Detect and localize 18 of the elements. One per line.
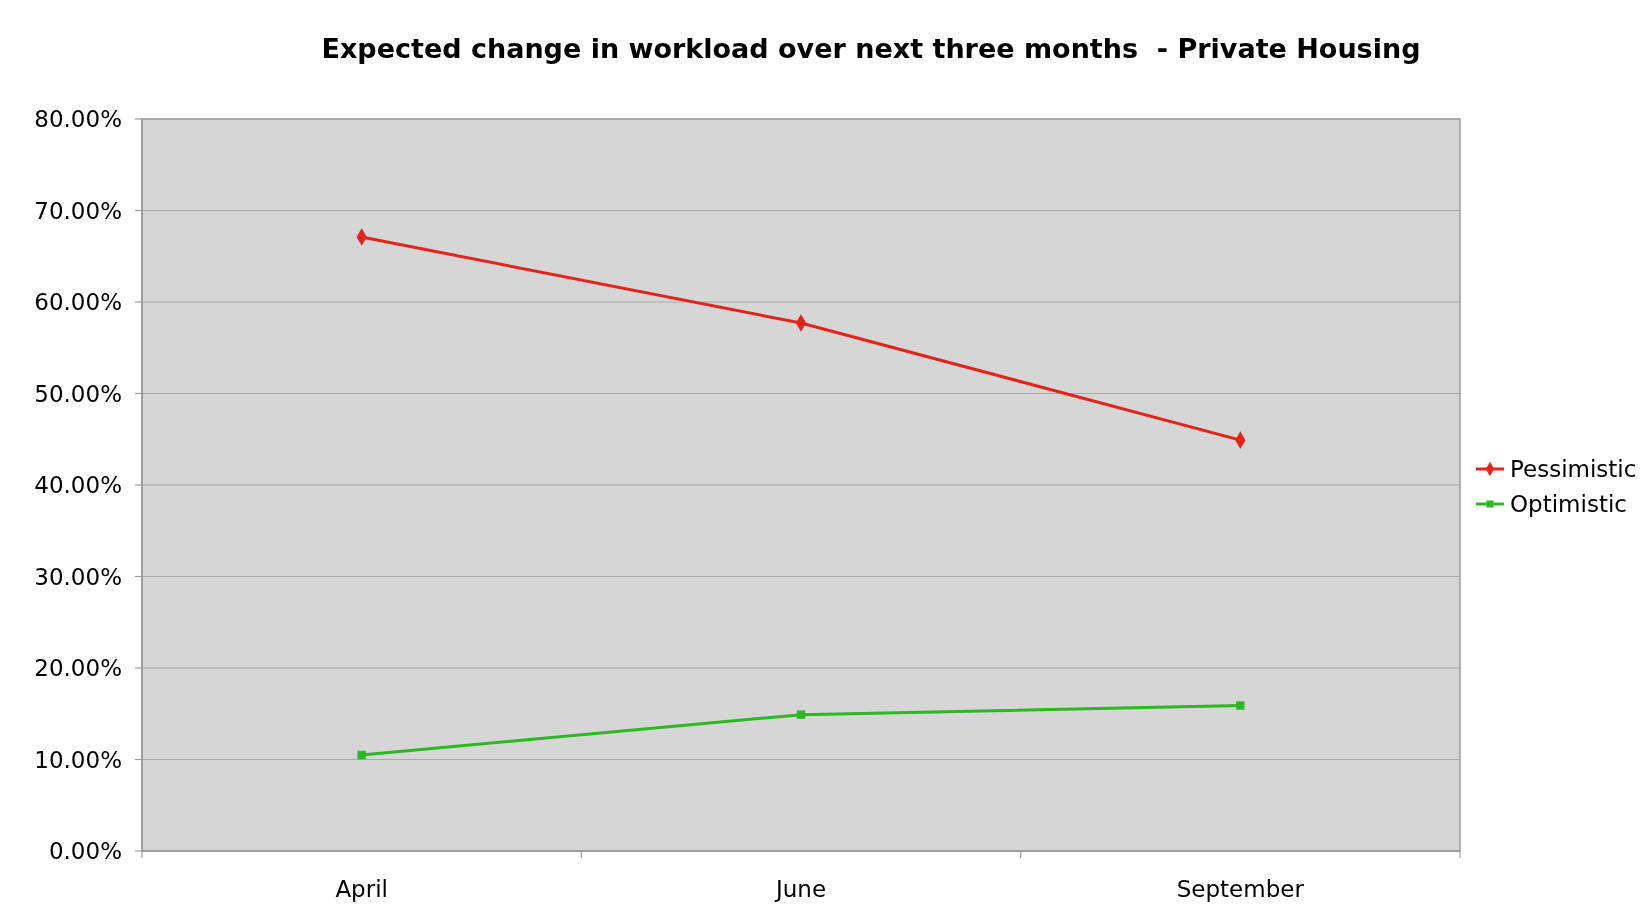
point [1236, 701, 1245, 710]
legend-label: Optimistic [1510, 491, 1627, 518]
y-tick-label: 60.00% [34, 289, 122, 316]
point [357, 750, 366, 760]
legend-label: Pessimistic [1510, 456, 1637, 483]
y-tick-label: 70.00% [34, 197, 122, 224]
y-tick-label: 80.00% [34, 106, 122, 133]
y-tick-label: 50.00% [34, 380, 122, 407]
y-tick-label: 20.00% [34, 655, 122, 682]
x-tick-label: April [335, 876, 388, 902]
x-tick-label: September [1176, 876, 1305, 902]
chart-title: Expected change in workload over next three months - Private Housing [321, 33, 1421, 64]
x-tick-label: June [773, 876, 827, 902]
y-tick-label: 40.00% [34, 472, 122, 499]
y-tick-label: 10.00% [34, 746, 122, 773]
y-tick-label: 0.00% [48, 838, 122, 865]
point [796, 710, 806, 719]
y-tick-label: 30.00% [34, 563, 122, 590]
